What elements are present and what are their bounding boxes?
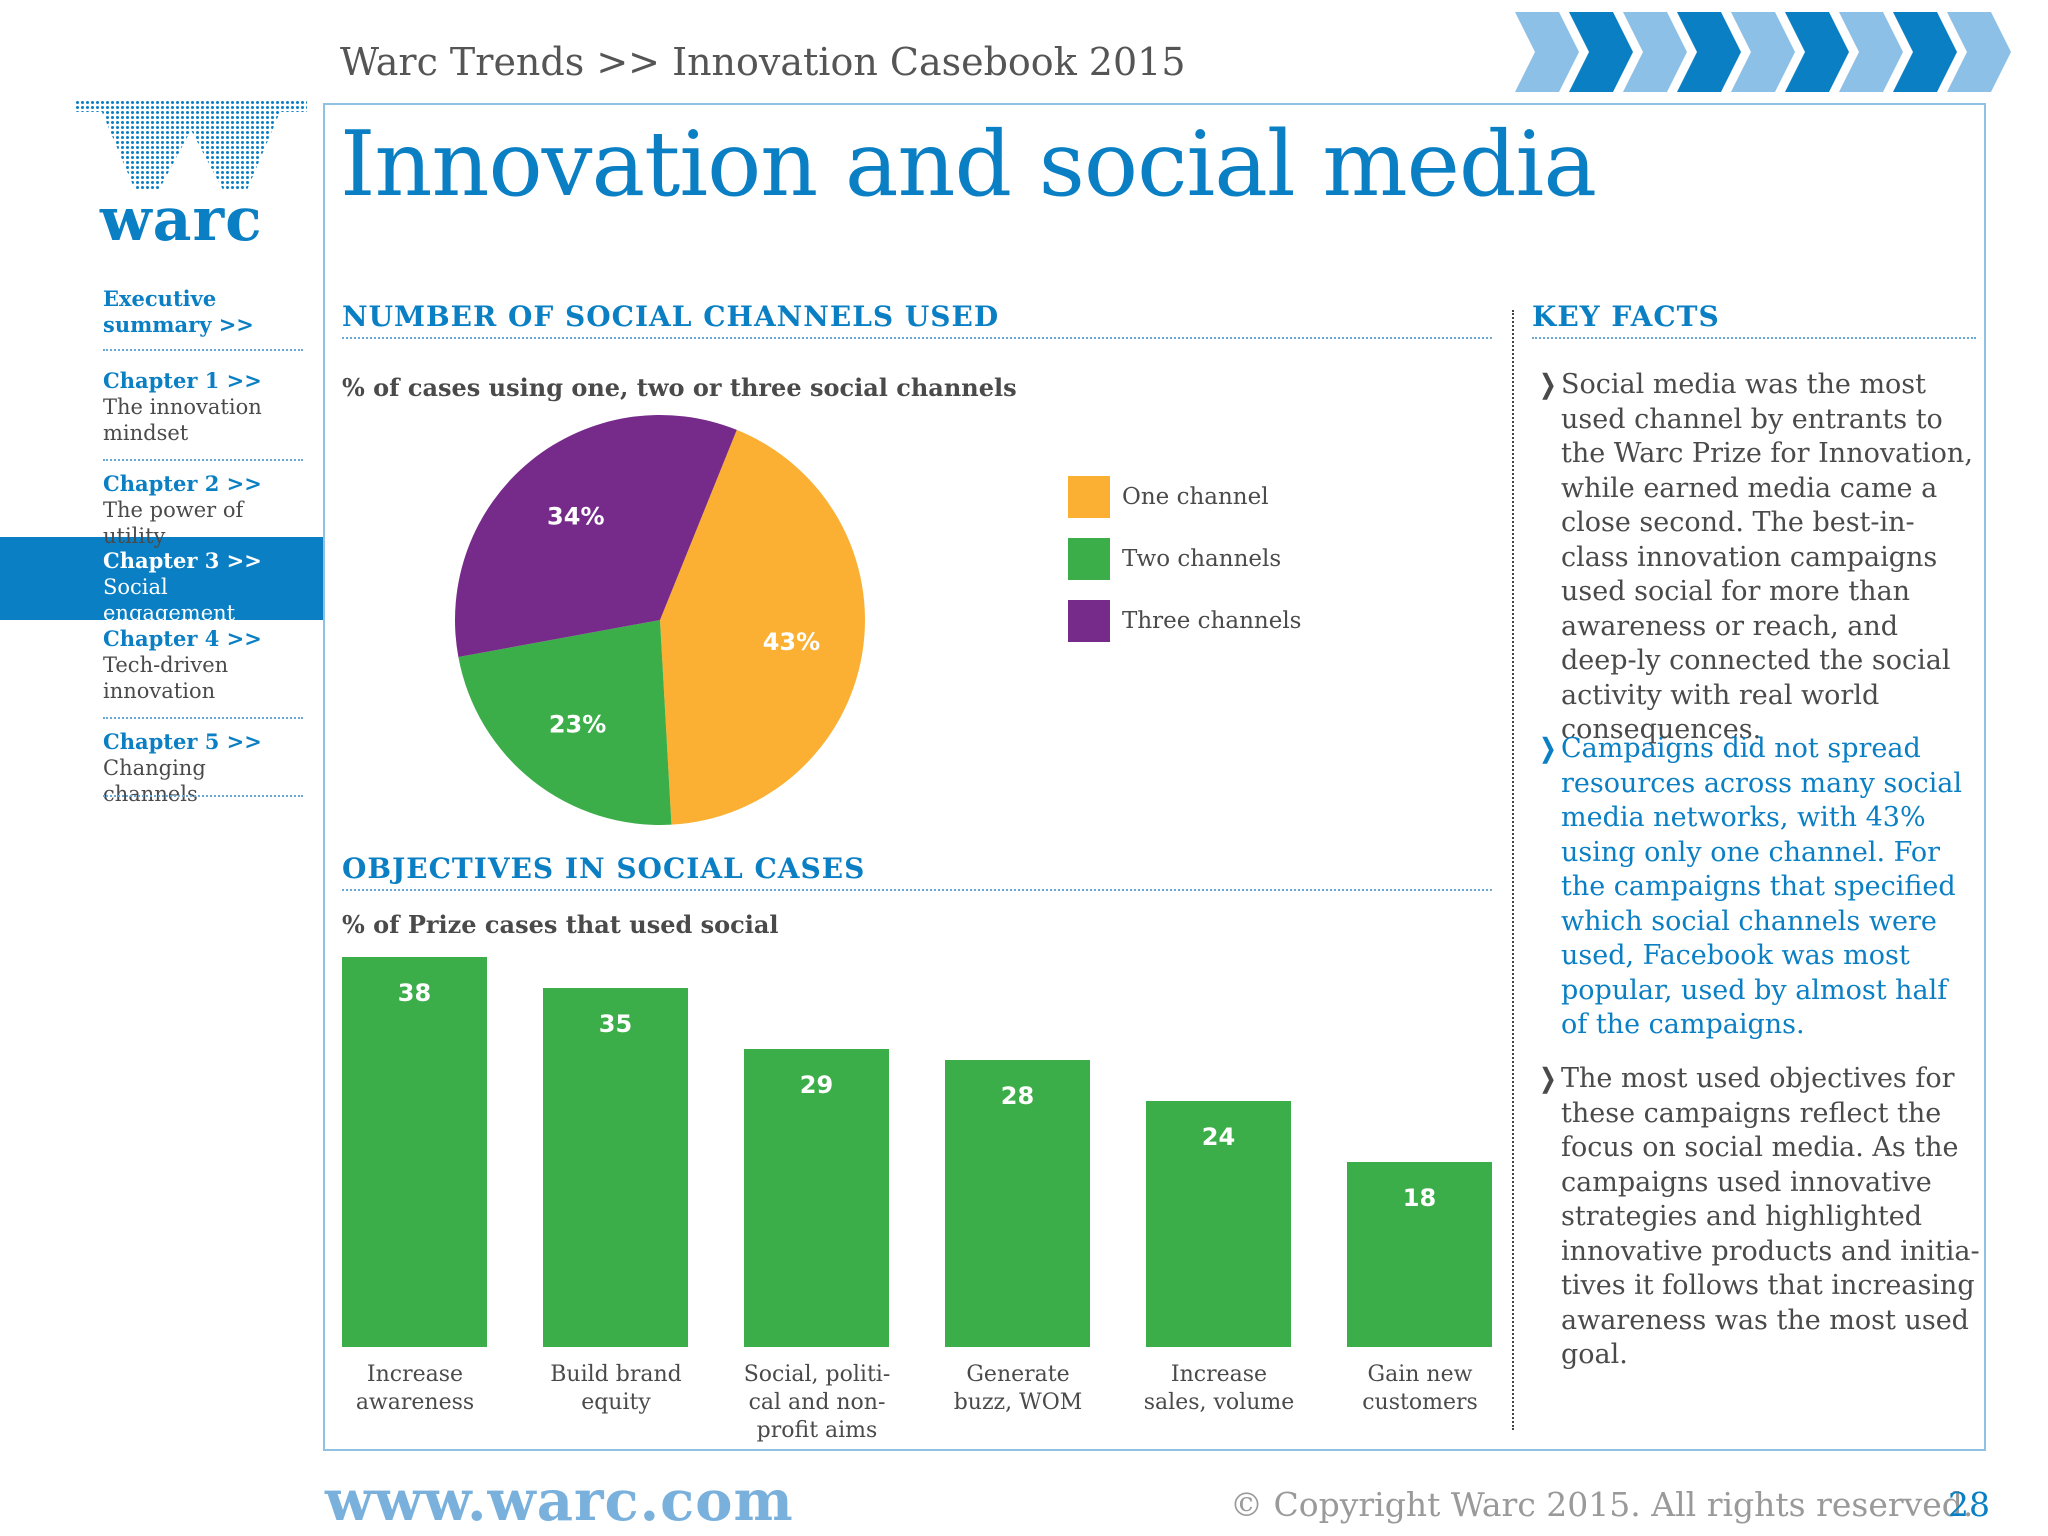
bar-category-label: Social, politi-cal and non-profit aims	[743, 1362, 891, 1443]
bullet-arrow-icon: ❭	[1537, 734, 1559, 764]
section-divider	[342, 337, 1492, 339]
section-divider	[1532, 337, 1976, 339]
key-fact-1: ❭ Social media was the most used channel…	[1537, 368, 1980, 748]
pie-section-heading: NUMBER OF SOCIAL CHANNELS USED	[342, 300, 1000, 333]
bar-category-label: Increase awareness	[355, 1362, 475, 1415]
pie-slice-one-channel	[660, 429, 865, 825]
sidebar-item-sub: Social engagement	[103, 575, 236, 625]
legend-label: One channel	[1122, 484, 1269, 510]
sidebar-item-sub: Tech-driven innovation	[103, 653, 229, 703]
sidebar-divider	[103, 349, 303, 351]
pie-slice-label: 43%	[763, 628, 820, 656]
sidebar-item-sub: The innovation mindset	[103, 395, 262, 445]
key-fact-text: Social media was the most used channel b…	[1561, 369, 1973, 745]
bar-category-label: Generate buzz, WOM	[953, 1362, 1083, 1415]
chevron-shape	[1785, 12, 1849, 92]
legend-label: Two channels	[1122, 546, 1282, 572]
sidebar-item-head: Chapter 4 >>	[103, 626, 262, 651]
pie-subtitle: % of cases using one, two or three socia…	[342, 373, 1017, 402]
bar-chart: 38 Increase awareness 35 Build brand equity 29…	[342, 950, 1492, 1450]
bar	[1146, 1100, 1291, 1347]
bar	[342, 957, 487, 1347]
bar-value-label: 18	[1402, 1184, 1437, 1213]
sidebar-item-head: Executive summary >>	[103, 286, 254, 337]
sidebar-divider	[103, 459, 303, 461]
bar	[744, 1049, 889, 1347]
chevron-shape	[1569, 12, 1633, 92]
bar-value-label: 35	[598, 1009, 633, 1038]
bullet-arrow-icon: ❭	[1537, 370, 1559, 400]
chevron-shape	[1677, 12, 1741, 92]
pie-chart: 43% 23% 34%	[455, 414, 865, 825]
bar-value-label: 29	[799, 1071, 834, 1100]
bar	[945, 1059, 1090, 1347]
key-fact-text: The most used objectives for these campa…	[1561, 1063, 1980, 1370]
page-number: 28	[1948, 1485, 1990, 1524]
content-frame	[323, 103, 1986, 1451]
sidebar-item-sub: Changing channels	[103, 756, 206, 806]
sidebar-item-head: Chapter 1 >>	[103, 368, 262, 393]
sidebar-item-chapter-3[interactable]: Chapter 3 >> Social engagement	[103, 548, 303, 626]
legend-label: Three channels	[1122, 608, 1302, 634]
pie-slice-label: 23%	[549, 711, 606, 739]
sidebar-item-chapter-2[interactable]: Chapter 2 >> The power of utility	[103, 471, 303, 549]
pie-slice-label: 34%	[547, 503, 604, 531]
sidebar-item-chapter-1[interactable]: Chapter 1 >> The innovation mindset	[103, 368, 303, 446]
copyright-notice: © Copyright Warc 2015. All rights reserv…	[1230, 1485, 1974, 1524]
sidebar-item-executive-summary[interactable]: Executive summary >>	[103, 286, 303, 338]
pie-slice-two-channels	[458, 620, 672, 825]
legend-item-two-channels: Two channels	[1068, 538, 1428, 582]
running-head: Warc Trends >> Innovation Casebook 2015	[340, 40, 1186, 84]
bar	[1347, 1162, 1492, 1347]
bar-category-label: Gain new customers	[1362, 1362, 1478, 1415]
legend-swatch	[1068, 476, 1110, 518]
chevron-shape	[1893, 12, 1957, 92]
sidebar-item-chapter-5[interactable]: Chapter 5 >> Changing channels	[103, 729, 303, 807]
sidebar-item-head: Chapter 3 >>	[103, 548, 262, 573]
sidebar-item-head: Chapter 5 >>	[103, 729, 262, 754]
key-facts-heading: KEY FACTS	[1532, 300, 1720, 333]
section-divider	[342, 889, 1492, 891]
chevron-banner-icon	[1515, 12, 2011, 92]
sidebar-item-chapter-4[interactable]: Chapter 4 >> Tech-driven innovation	[103, 626, 303, 704]
column-divider	[1512, 310, 1514, 1430]
legend-swatch	[1068, 600, 1110, 642]
bar-value-label: 24	[1201, 1122, 1236, 1151]
bullet-arrow-icon: ❭	[1537, 1064, 1559, 1094]
key-fact-2: ❭ Campaigns did not spread resources acr…	[1537, 732, 1980, 1043]
chevron-shape	[1731, 12, 1795, 92]
footer-url-link[interactable]: www.warc.com	[325, 1468, 794, 1534]
chevron-shape	[1515, 12, 1579, 92]
legend-swatch	[1068, 538, 1110, 580]
bar-section-heading: OBJECTIVES IN SOCIAL CASES	[342, 852, 866, 885]
key-fact-text: Campaigns did not spread resources acros…	[1561, 733, 1963, 1040]
sidebar-divider	[103, 717, 303, 719]
chevron-shape	[1839, 12, 1903, 92]
bar-category-label: Build brand equity	[550, 1362, 682, 1415]
key-fact-3: ❭ The most used objectives for these cam…	[1537, 1062, 1980, 1373]
bar-category-label: Increase sales, volume	[1143, 1362, 1295, 1415]
logo-wordmark: warc	[100, 185, 263, 255]
warc-logo-icon	[75, 100, 307, 190]
legend-item-one-channel: One channel	[1068, 476, 1428, 520]
sidebar-divider	[103, 795, 303, 797]
bar-value-label: 28	[1000, 1081, 1035, 1110]
pie-slice-three-channels	[455, 414, 737, 658]
chevron-shape	[1947, 12, 2011, 92]
sidebar-active-highlight	[0, 537, 325, 620]
bar	[543, 987, 688, 1347]
sidebar-item-sub: The power of utility	[103, 498, 244, 548]
page-title: Innovation and social media	[340, 112, 1597, 217]
sidebar-item-head: Chapter 2 >>	[103, 471, 262, 496]
chevron-shape	[1623, 12, 1687, 92]
bar-subtitle: % of Prize cases that used social	[342, 910, 779, 939]
legend-item-three-channels: Three channels	[1068, 600, 1428, 644]
bar-value-label: 38	[397, 979, 432, 1007]
